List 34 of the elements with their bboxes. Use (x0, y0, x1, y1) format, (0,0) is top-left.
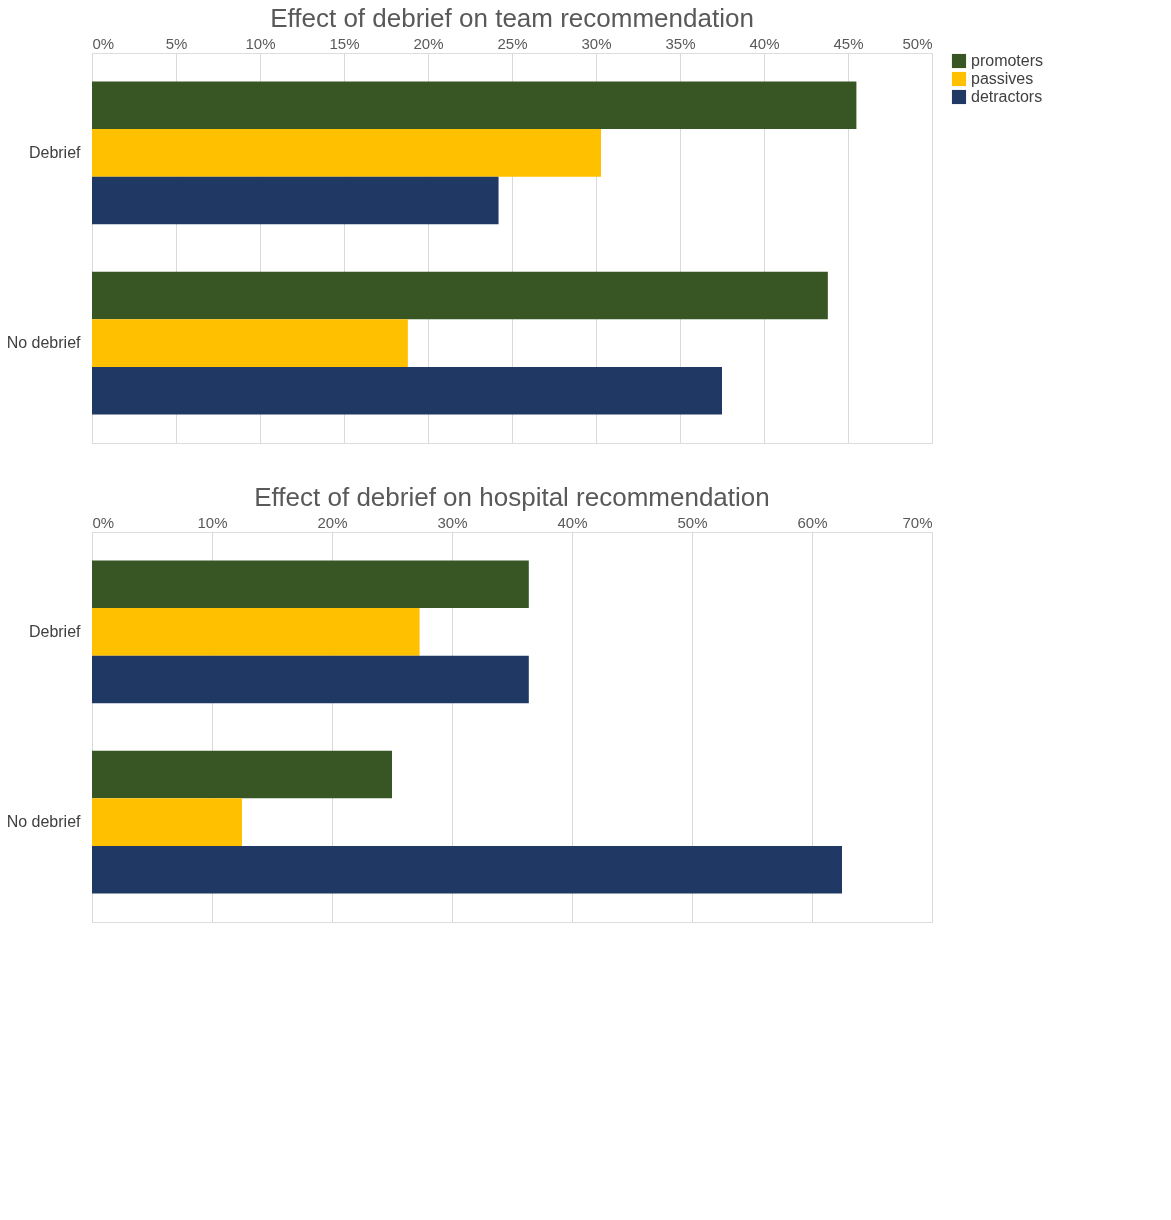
y-tick-label: Debrief (28, 143, 82, 161)
x-tick-label: 45% (833, 34, 864, 52)
y-tick-label: Debrief (28, 622, 82, 640)
legend-label: passives (971, 70, 1034, 87)
bar (92, 176, 499, 225)
x-tick-label: 70% (902, 513, 933, 531)
x-tick-label: 50% (902, 34, 933, 52)
legend-label: promoters (971, 52, 1044, 69)
x-tick-label: 35% (665, 34, 696, 52)
x-tick-label: 10% (197, 513, 228, 531)
x-tick-label: 30% (437, 513, 468, 531)
x-tick-label: 20% (413, 34, 444, 52)
x-tick-label: 20% (317, 513, 348, 531)
x-tick-label: 30% (581, 34, 612, 52)
x-tick-label: 40% (557, 513, 588, 531)
y-tick-label: No debrief (6, 813, 82, 831)
legend-label: detractors (971, 88, 1043, 105)
x-tick-label: 10% (245, 34, 276, 52)
x-tick-label: 15% (329, 34, 360, 52)
y-tick-label: No debrief (6, 334, 82, 352)
bar (92, 366, 722, 415)
bar (92, 81, 857, 130)
chart-title: Effect of debrief on team recommendation (270, 3, 754, 33)
bar (92, 271, 828, 320)
x-tick-label: 40% (749, 34, 780, 52)
x-tick-label: 0% (92, 513, 115, 531)
x-tick-label: 25% (497, 34, 528, 52)
x-tick-label: 0% (92, 34, 115, 52)
chart-title: Effect of debrief on hospital recommendation (254, 482, 770, 512)
x-tick-label: 5% (165, 34, 188, 52)
x-tick-label: 50% (677, 513, 708, 531)
x-tick-label: 60% (797, 513, 828, 531)
bar (92, 319, 408, 367)
bar (92, 129, 602, 177)
